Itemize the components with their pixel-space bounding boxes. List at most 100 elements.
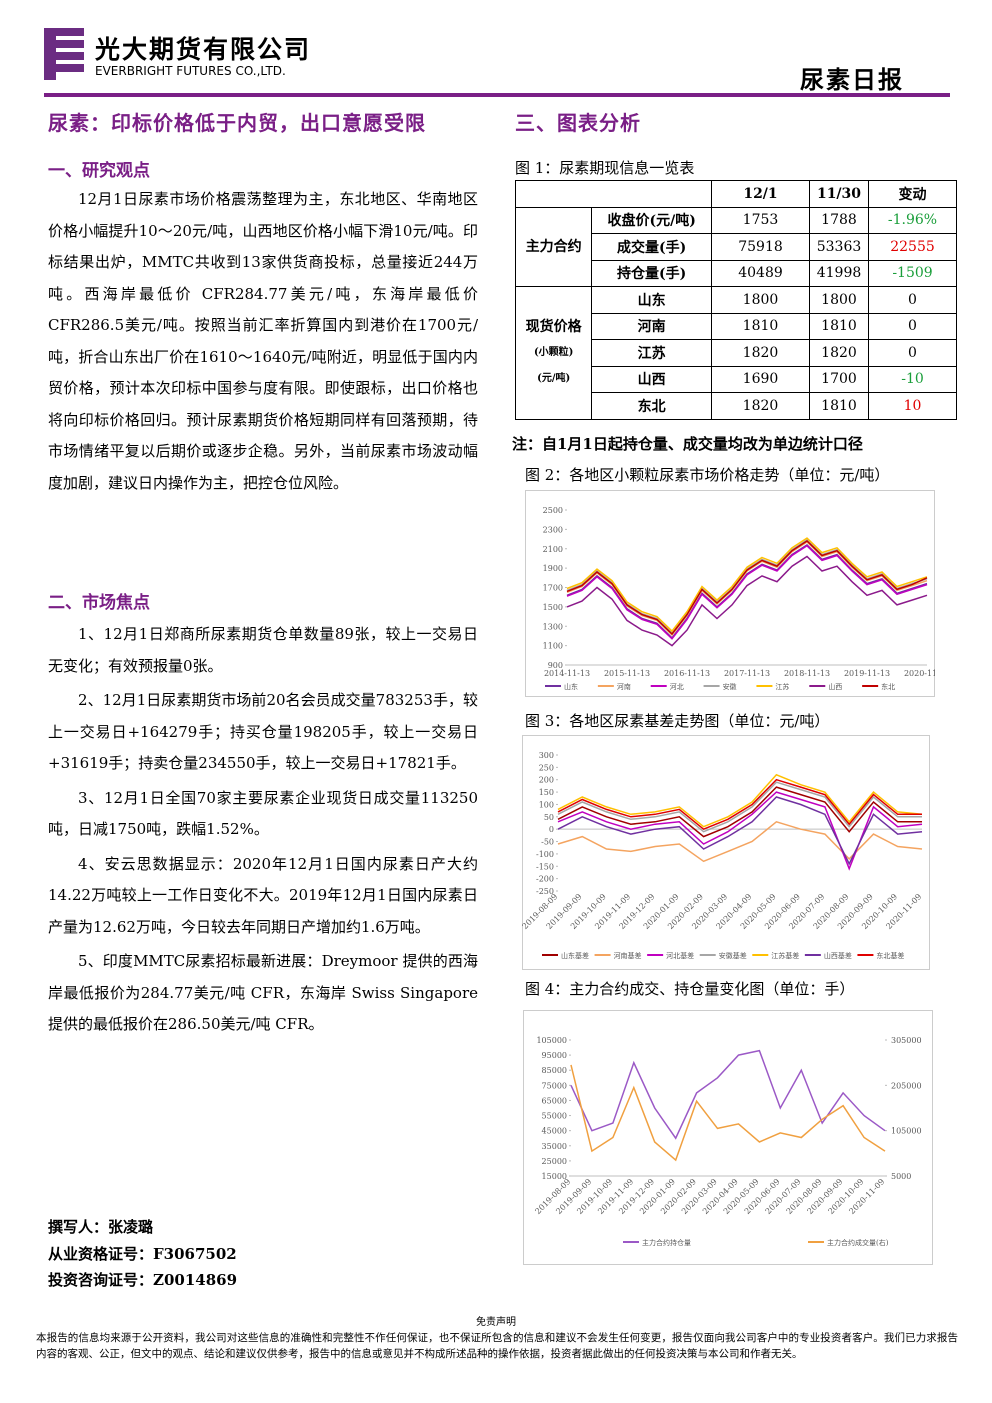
table-row: 东北 1820 1810 10	[516, 392, 957, 420]
table-cell: 75918	[711, 233, 810, 261]
y-tick-label: 2300	[543, 525, 563, 534]
series-line	[566, 540, 928, 636]
y2-tick-label: 305000	[891, 1036, 922, 1045]
paragraph: 1、12月1日郑商所尿素期货仓单数量89张，较上一交易日无变化；有效预报量0张。	[48, 625, 478, 675]
section-heading: 一、研究观点	[48, 161, 150, 181]
company-en: EVERBRIGHT FUTURES CO.,LTD.	[95, 64, 286, 78]
legend-label: 山西基差	[824, 951, 852, 960]
group-label: 现货价格 (小颗粒) (元/吨)	[514, 286, 593, 420]
section-body: 12月1日尿素市场价格震荡整理为主，东北地区、华南地区价格小幅提升10～20元/…	[48, 184, 478, 499]
table-cell: 1800	[711, 286, 810, 314]
y-tick-label: 2500	[543, 506, 563, 515]
row-label: 江苏	[591, 339, 712, 367]
table-note: 注：自1月1日起持仓量、成交量均改为单边统计口径	[512, 435, 863, 453]
y-tick-label: 75000	[542, 1081, 567, 1090]
y-tick-label: 1300	[543, 622, 563, 631]
series-line	[566, 544, 928, 640]
legend-label: 主力合约成交量(右)	[827, 1238, 889, 1247]
authors: 撰写人：张凌璐 从业资格证号：F3067502 投资咨询证号：Z0014869	[48, 1214, 237, 1294]
author-line: 投资咨询证号：Z0014869	[48, 1271, 238, 1289]
column-header: 11/30	[809, 180, 869, 208]
disclaimer: 本报告的信息均来源于公开资料，我公司对这些信息的准确性和完整性不作任何保证，也不…	[36, 1332, 958, 1360]
table-header-row: 12/1 11/30 变动	[515, 180, 957, 208]
header-rule	[44, 93, 950, 97]
column-header: 变动	[868, 180, 957, 208]
y-tick-label: 2100	[543, 545, 563, 554]
y-tick-label: 35000	[542, 1142, 567, 1151]
row-label: 东北	[591, 392, 712, 420]
x-tick-label: 2019-11-13	[844, 669, 890, 678]
table-title: 图 1：尿素期现信息一览表	[515, 159, 695, 177]
footer-title: 免责声明	[476, 1317, 516, 1328]
y-tick-label: 150	[539, 788, 554, 797]
figure-caption: 图 2：各地区小颗粒尿素市场价格走势（单位：元/吨）	[525, 466, 890, 484]
section-body: 1、12月1日郑商所尿素期货仓单数量89张，较上一交易日无变化；有效预报量0张。…	[48, 619, 478, 1044]
series-line	[557, 820, 923, 863]
x-tick-label: 2014-11-13	[544, 669, 590, 678]
figure-caption: 图 3：各地区尿素基差走势图（单位：元/吨）	[525, 712, 830, 730]
table-cell: 1820	[711, 392, 810, 420]
y2-tick-label: 5000	[891, 1172, 911, 1181]
table-cell: 0	[868, 286, 957, 314]
series-line	[566, 543, 928, 640]
section-heading: 二、市场焦点	[48, 593, 150, 613]
table-cell: 1820	[809, 339, 869, 367]
row-label: 收盘价(元/吨)	[591, 206, 712, 234]
y-tick-label: 0	[549, 825, 554, 834]
table-row: 主力合约 收盘价(元/吨) 1753 1788 -1.96%	[514, 206, 957, 287]
series-line	[557, 781, 922, 833]
group-label-line: (元/吨)	[537, 372, 571, 384]
row-label: 成交量(手)	[591, 233, 712, 261]
y2-tick-label: 205000	[891, 1081, 922, 1090]
legend-label: 河南	[617, 682, 631, 691]
section-heading: 三、图表分析	[515, 111, 641, 135]
series-line	[557, 796, 923, 866]
table-cell: 40489	[711, 259, 810, 287]
table-row: 成交量(手) 75918 53363 22555	[516, 233, 957, 261]
y-tick-label: 15000	[542, 1172, 567, 1181]
table-cell: 1800	[809, 286, 869, 314]
paragraph: 3、12月1日全国70家主要尿素企业现货日成交量113250吨，日减1750吨，…	[48, 788, 478, 839]
y-tick-label: 105000	[536, 1036, 567, 1045]
x-tick-label: 2020-11-13	[904, 669, 935, 678]
chart: -250-200-150-100-50050100150200250300201…	[522, 735, 930, 970]
column-header: 12/1	[711, 180, 810, 208]
y-tick-label: -100	[536, 850, 554, 859]
y-tick-label: 1500	[543, 603, 563, 612]
chart: 900 1100 1300 1500 1700 1900 2100 2300 2500 2014-…	[525, 490, 935, 697]
legend-label: 东北	[881, 682, 895, 691]
table-row: 现货价格 (小颗粒) (元/吨) 山东 1800 1800 0	[514, 286, 957, 420]
paragraph: 5、印度MMTC尿素招标最新进展：Dreymoor 提供的西海岸最低报价为284…	[48, 952, 478, 1033]
legend-label: 河北	[670, 683, 684, 691]
table-row: 河南 1810 1810 0	[516, 312, 957, 340]
series-line	[557, 786, 922, 838]
series-line	[570, 1064, 886, 1162]
author-line: 撰写人：张凌璐	[48, 1218, 154, 1236]
y-tick-label: 100	[539, 800, 554, 809]
data-table: 12/1 11/30 变动 主力合约 收盘价(元/吨) 1753 1788 -1.96% 成交量…	[514, 180, 957, 420]
series-line	[557, 773, 923, 828]
row-label: 河南	[591, 312, 712, 340]
legend-label: 山东基差	[561, 951, 589, 960]
series-line	[566, 537, 928, 633]
table-cell: 1810	[809, 392, 869, 420]
group-label-line: 现货价格	[525, 318, 582, 335]
row-label: 山东	[591, 286, 712, 314]
table-cell: 22555	[868, 233, 957, 261]
table-cell: 1810	[711, 312, 810, 340]
legend-label: 主力合约持仓量	[642, 1238, 691, 1247]
y-tick-label: 300	[539, 751, 554, 760]
paragraph: 2、12月1日尿素期货市场前20名会员成交量783253手，较上一交易日+164…	[48, 691, 478, 772]
legend-label: 山西	[828, 682, 842, 691]
chart: 15000 25000 35000 45000 55000 65000 75000 85000…	[523, 1010, 933, 1265]
row-label: 持仓量(手)	[591, 259, 712, 287]
y-tick-label: 55000	[542, 1112, 567, 1121]
table-corner	[515, 180, 712, 208]
legend-label: 河北基差	[666, 951, 694, 960]
table-cell: 1810	[809, 312, 869, 340]
table-cell: -1.96%	[868, 206, 957, 234]
report-name: 尿素日报	[800, 65, 904, 94]
table-cell: 1690	[711, 365, 810, 393]
y-tick-label: 1900	[543, 564, 563, 573]
